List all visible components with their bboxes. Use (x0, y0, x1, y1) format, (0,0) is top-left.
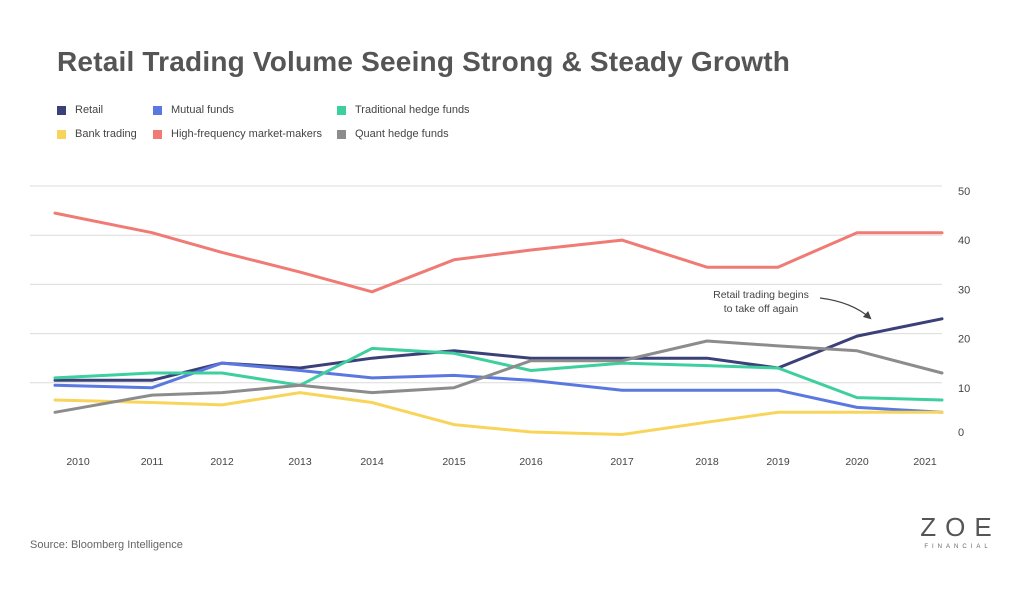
x-tick-label: 2019 (766, 456, 790, 468)
logo-subtitle: FINANCIAL (924, 544, 992, 550)
legend-swatch (153, 129, 162, 139)
legend-label: Retail (75, 104, 104, 116)
x-tick-label: 2014 (360, 456, 384, 468)
y-tick-label: 10 (958, 383, 970, 395)
legend-swatch (153, 105, 162, 115)
x-tick-label: 2015 (442, 456, 466, 468)
x-tick-label: 2011 (141, 456, 164, 468)
x-tick-label: 2021 (913, 456, 937, 468)
zoe-financial-logo: ZOE FINANCIAL (906, 512, 1006, 556)
x-tick-label: 2018 (695, 456, 719, 468)
legend-item-high-frequency-market-makers: High-frequency market-makers (153, 128, 322, 140)
annotation-text-line-2: to take off again (724, 303, 799, 315)
legend-swatch (337, 105, 346, 115)
legend-item-mutual-funds: Mutual funds (153, 104, 234, 116)
chart-title: Retail Trading Volume Seeing Strong & St… (57, 46, 791, 77)
series-line-mutual-funds (53, 361, 944, 414)
source-note: Source: Bloomberg Intelligence (30, 539, 183, 551)
y-tick-label: 50 (958, 186, 970, 198)
logo-wordmark: ZOE (920, 512, 1001, 542)
legend-label: Quant hedge funds (355, 128, 449, 140)
y-tick-label: 40 (958, 235, 970, 247)
legend-item-quant-hedge-funds: Quant hedge funds (337, 128, 449, 140)
x-tick-label: 2013 (288, 456, 312, 468)
legend-item-retail: Retail (57, 104, 103, 116)
legend-item-bank-trading: Bank trading (57, 128, 137, 140)
legend-swatch (57, 129, 66, 139)
series-line-bank-trading (53, 391, 944, 436)
legend-label: Bank trading (75, 128, 137, 140)
annotation-arrow (819, 297, 872, 320)
series-line-high-frequency-market-makers (53, 211, 944, 294)
legend-label: Mutual funds (171, 104, 234, 116)
x-tick-label: 2010 (66, 456, 90, 468)
x-tick-label: 2016 (519, 456, 543, 468)
x-tick-label: 2017 (610, 456, 634, 468)
y-tick-label: 20 (958, 334, 970, 346)
series-line-quant-hedge-funds (53, 339, 944, 414)
legend-label: Traditional hedge funds (355, 104, 470, 116)
legend: Retail Mutual funds Traditional hedge fu… (57, 104, 577, 164)
x-tick-label: 2012 (210, 456, 234, 468)
annotation-text-line-1: Retail trading begins (713, 289, 809, 301)
x-tick-label: 2020 (845, 456, 869, 468)
y-tick-label: 30 (958, 284, 970, 296)
legend-item-traditional-hedge-funds: Traditional hedge funds (337, 104, 470, 116)
legend-swatch (337, 129, 346, 139)
series-line-traditional-hedge-funds (53, 346, 944, 402)
legend-label: High-frequency market-makers (171, 128, 322, 140)
legend-swatch (57, 105, 66, 115)
y-tick-label: 0 (958, 427, 964, 439)
